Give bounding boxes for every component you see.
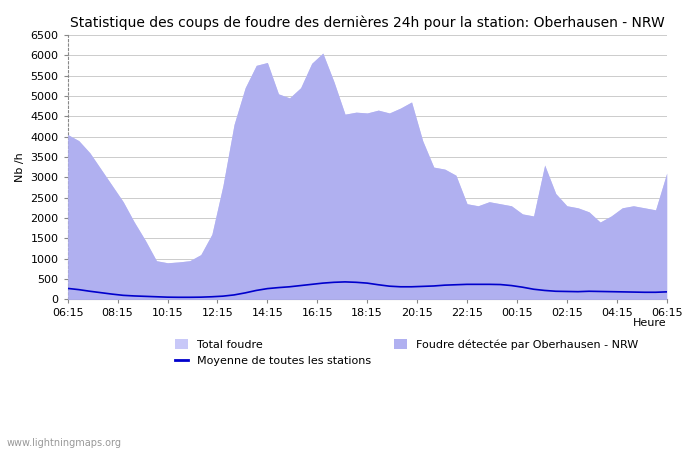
Y-axis label: Nb /h: Nb /h [15, 152, 25, 182]
Text: www.lightningmaps.org: www.lightningmaps.org [7, 438, 122, 448]
Title: Statistique des coups de foudre des dernières 24h pour la station: Oberhausen - : Statistique des coups de foudre des dern… [70, 15, 664, 30]
Text: Heure: Heure [633, 318, 666, 328]
Legend: Total foudre, Moyenne de toutes les stations, Foudre détectée par Oberhausen - N: Total foudre, Moyenne de toutes les stat… [175, 339, 638, 366]
